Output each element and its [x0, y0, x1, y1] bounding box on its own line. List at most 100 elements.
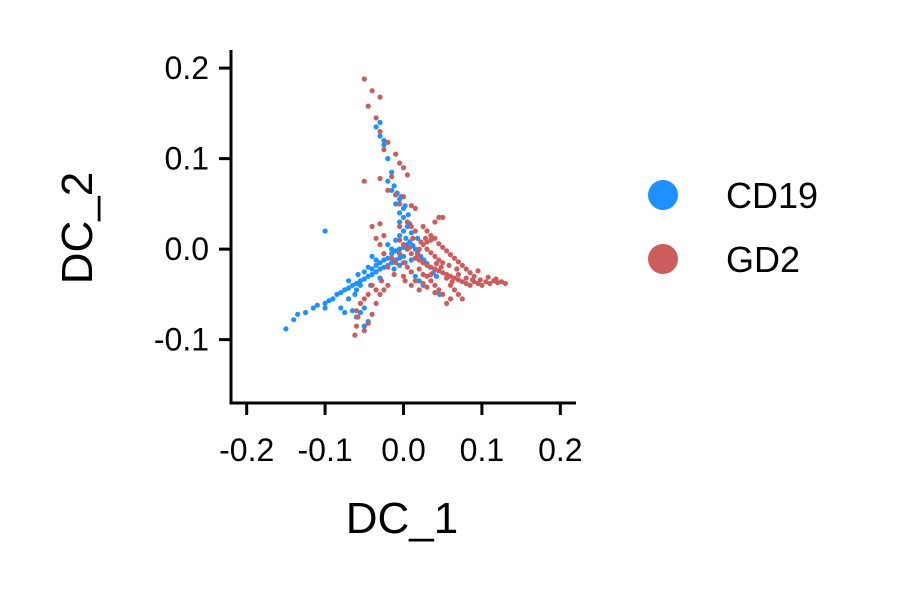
- point-cd19: [408, 257, 414, 263]
- x-tick-label: -0.1: [298, 432, 353, 468]
- point-cd19: [338, 305, 344, 311]
- point-gd2: [377, 94, 383, 100]
- point-cd19: [400, 214, 407, 220]
- point-cd19: [342, 287, 348, 293]
- point-gd2: [483, 279, 489, 285]
- point-cd19: [357, 282, 363, 288]
- point-cd19: [391, 183, 397, 189]
- point-gd2: [408, 251, 414, 257]
- point-gd2: [432, 290, 438, 296]
- point-gd2: [381, 287, 387, 293]
- point-gd2: [397, 160, 403, 166]
- point-gd2: [397, 201, 403, 207]
- point-gd2: [377, 128, 383, 135]
- point-gd2: [381, 233, 387, 239]
- point-cd19: [326, 298, 332, 304]
- point-gd2: [467, 282, 473, 288]
- point-gd2: [397, 251, 403, 257]
- point-gd2: [436, 287, 442, 293]
- point-gd2: [447, 273, 454, 279]
- point-gd2: [475, 268, 481, 274]
- point-cd19: [407, 239, 413, 245]
- point-gd2: [352, 332, 358, 338]
- y-tick-label: 0.2: [165, 50, 209, 86]
- point-gd2: [404, 172, 410, 178]
- point-gd2: [361, 328, 367, 334]
- point-gd2: [424, 246, 430, 252]
- point-gd2: [408, 282, 414, 288]
- point-cd19: [389, 260, 395, 266]
- point-cd19: [391, 266, 397, 272]
- point-gd2: [400, 194, 407, 200]
- point-gd2: [463, 280, 469, 287]
- point-cd19: [400, 253, 407, 259]
- point-gd2: [369, 223, 375, 230]
- point-gd2: [502, 280, 508, 287]
- point-gd2: [487, 280, 493, 287]
- point-cd19: [342, 309, 348, 316]
- point-cd19: [373, 262, 379, 268]
- point-cd19: [400, 228, 407, 234]
- point-cd19: [361, 323, 367, 329]
- y-ticks: -0.1 0.0 0.1 0.2: [154, 50, 231, 358]
- point-cd19: [353, 280, 360, 287]
- point-cd19: [369, 266, 375, 272]
- point-gd2: [393, 192, 399, 198]
- point-gd2: [432, 219, 438, 225]
- point-gd2: [444, 248, 450, 254]
- point-cd19: [385, 178, 391, 184]
- point-gd2: [385, 187, 391, 193]
- point-cd19: [381, 137, 387, 144]
- point-gd2: [493, 276, 499, 282]
- point-cd19: [365, 264, 371, 270]
- point-cd19: [346, 285, 352, 291]
- point-gd2: [402, 278, 408, 284]
- point-gd2: [400, 273, 407, 279]
- point-gd2: [381, 147, 387, 153]
- point-cd19: [295, 311, 301, 317]
- point-gd2: [451, 255, 458, 261]
- point-gd2: [463, 266, 469, 272]
- point-gd2: [377, 291, 383, 297]
- point-gd2: [428, 233, 434, 239]
- point-gd2: [389, 255, 395, 261]
- point-cd19: [338, 290, 344, 296]
- point-cd19: [373, 269, 379, 275]
- point-cd19: [393, 248, 399, 254]
- point-gd2: [444, 275, 450, 281]
- point-cd19: [310, 305, 316, 311]
- point-gd2: [433, 261, 439, 267]
- point-gd2: [373, 235, 379, 241]
- point-gd2: [369, 311, 375, 317]
- point-gd2: [459, 279, 465, 285]
- point-cd19: [381, 257, 387, 263]
- point-gd2: [449, 279, 455, 285]
- point-cd19: [381, 264, 387, 270]
- point-gd2: [440, 214, 446, 220]
- point-gd2: [400, 242, 407, 248]
- point-cd19: [412, 273, 418, 279]
- point-gd2: [353, 308, 360, 314]
- point-gd2: [397, 223, 403, 230]
- point-gd2: [400, 165, 407, 171]
- point-gd2: [485, 274, 491, 280]
- point-cd19: [408, 230, 414, 236]
- point-gd2: [459, 262, 465, 268]
- point-cd19: [397, 255, 403, 261]
- point-cd19: [322, 228, 328, 234]
- point-cd19: [353, 287, 360, 293]
- point-cd19: [357, 278, 363, 284]
- point-gd2: [420, 271, 426, 278]
- point-gd2: [378, 278, 385, 284]
- point-cd19: [393, 237, 399, 243]
- point-cd19: [361, 276, 367, 282]
- point-gd2: [381, 251, 387, 257]
- point-gd2: [459, 296, 465, 302]
- point-gd2: [432, 235, 438, 241]
- point-gd2: [420, 260, 426, 266]
- y-tick-label: 0.1: [165, 141, 209, 177]
- point-cd19: [416, 278, 422, 284]
- point-gd2: [412, 228, 418, 234]
- legend-key-gd2: [648, 244, 678, 274]
- point-cd19: [369, 271, 375, 278]
